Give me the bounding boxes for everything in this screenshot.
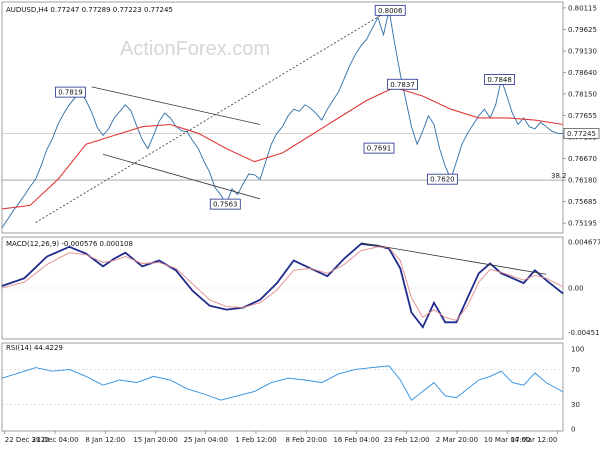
- xtick-label-2: 8 Jan 12:00: [85, 436, 125, 444]
- trendline-upper-channel: [91, 86, 261, 125]
- price-ytick-label-24: 0.76180: [568, 177, 597, 185]
- price-label-box-2: [387, 78, 418, 90]
- rsi-ytick-label-2: 30: [571, 401, 580, 409]
- price-label-box-5: [426, 173, 458, 185]
- price-label-text-5: 0.7620: [430, 176, 455, 184]
- price-label-box-4: [363, 142, 395, 154]
- price-ytick-label-0: 0.80115: [568, 4, 597, 12]
- trendline-rising-dotted: [35, 9, 390, 223]
- price-ytick-label-3: 0.79625: [568, 26, 597, 34]
- macd-panel: 0.004677 0.00 -0.004519: [1, 236, 600, 340]
- price-label-text-1: 0.7819: [58, 89, 83, 97]
- trendline-lower-channel: [102, 153, 261, 200]
- price-frame: [1, 1, 564, 234]
- price-label-box-1: [55, 86, 86, 98]
- price-series-sma: [1, 86, 564, 210]
- xtick-label-1: 31 Dec 04:00: [32, 436, 79, 444]
- price-label-box-3: [484, 74, 516, 85]
- price-header: AUDUSD,H4 0.77247 0.77289 0.77223 0.7724…: [6, 6, 173, 14]
- rsi-header: RSI(14) 44.4229: [6, 344, 63, 352]
- price-ytick-label-30: 0.75195: [568, 220, 597, 228]
- xtick-label-4: 25 Jan 04:00: [184, 436, 228, 444]
- price-ytick-label-6: 0.79130: [568, 48, 597, 56]
- xtick-label-7: 16 Feb 04:00: [333, 436, 379, 444]
- xtick-label-6: 8 Feb 20:00: [285, 436, 326, 444]
- price-label-text-4: 0.7691: [367, 145, 392, 153]
- price-panel: 0.80115 0.79625 0.79130 0.78640 0.78150 0.776…: [1, 1, 600, 234]
- watermark-text: ActionForex.com: [120, 38, 270, 60]
- macd-trendline-macd-divergence: [360, 242, 547, 275]
- price-label-box-0: [374, 4, 406, 16]
- rsi-ytick-label-0: 100: [571, 346, 584, 354]
- price-ytick-label-27: 0.75685: [568, 198, 597, 206]
- macd-series-signal: [1, 246, 564, 321]
- macd-series-macd: [1, 242, 564, 329]
- xtick-label-0: 22 Dec 2020: [5, 436, 50, 444]
- current-price-tag-text: 0.77245: [567, 130, 596, 138]
- xtick-label-10: 10 Mar 04:00: [484, 436, 531, 444]
- price-label-text-2: 0.7837: [390, 81, 415, 89]
- price-label-text-3: 0.7848: [487, 76, 512, 84]
- price-label-text-0: 0.8006: [378, 7, 403, 15]
- macd-ytick-label-1: 0.00: [568, 285, 584, 293]
- rsi-panel: 100 70 30 0: [1, 342, 584, 434]
- fib-38-2-label: 38.2: [551, 172, 567, 180]
- price-label-box-6: [209, 198, 241, 210]
- macd-ytick-label-2: -0.004519: [568, 329, 600, 337]
- macd-header: MACD(12,26,9) -0.000576 0.000108: [6, 240, 133, 248]
- xtick-label-9: 2 Mar 20:00: [436, 436, 478, 444]
- rsi-ytick-label-3: 0: [571, 426, 575, 434]
- current-price-tag: [563, 128, 600, 139]
- price-ytick-label-9: 0.78640: [568, 69, 597, 77]
- macd-ytick-label-0: 0.004677: [568, 239, 600, 247]
- price-series-price: [1, 10, 564, 229]
- xtick-label-8: 23 Feb 12:00: [384, 436, 430, 444]
- rsi-ytick-label-1: 70: [571, 366, 580, 374]
- rsi-series: [1, 365, 564, 401]
- price-label-text-6: 0.7563: [213, 201, 238, 209]
- price-ytick-label-12: 0.78150: [568, 90, 597, 98]
- rsi-frame: [1, 342, 564, 432]
- xtick-label-3: 15 Jan 20:00: [133, 436, 177, 444]
- xtick-label-11: 17 Mar 12:00: [511, 436, 558, 444]
- price-ytick-label-15: 0.77655: [568, 112, 597, 120]
- price-ytick-label-21: 0.76670: [568, 155, 597, 163]
- xtick-label-5: 1 Feb 12:00: [235, 436, 276, 444]
